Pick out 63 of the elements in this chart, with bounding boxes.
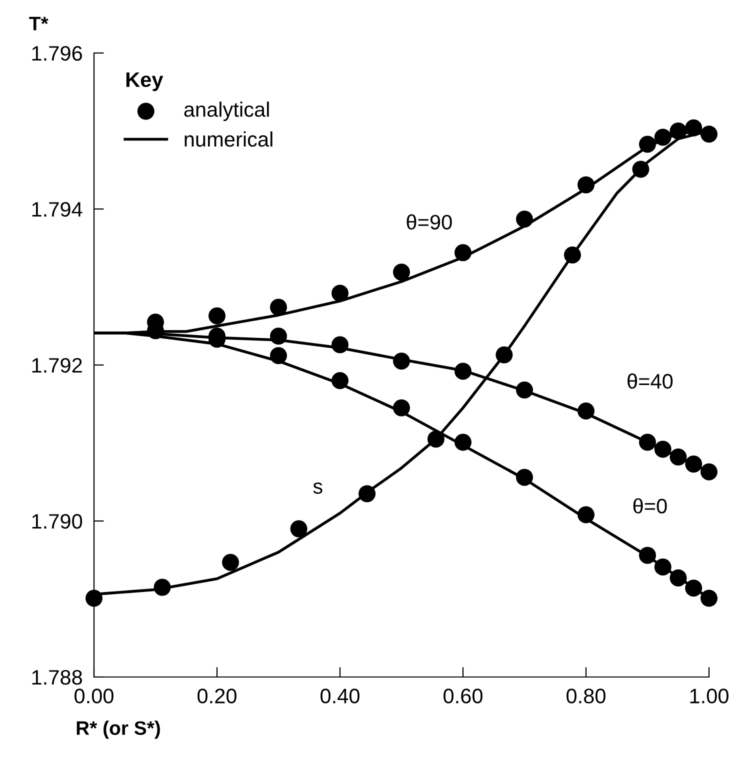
- point: [632, 160, 650, 178]
- point: [208, 307, 226, 324]
- legend-title: Key: [126, 72, 164, 92]
- y-tick-label: 1.792: [32, 358, 82, 373]
- point: [270, 298, 288, 316]
- point: [638, 434, 656, 451]
- y-axis-title: T*: [29, 16, 48, 30]
- point: [331, 372, 349, 390]
- x-tick-label: 1.00: [690, 688, 728, 704]
- x-tick-label: 0.60: [444, 688, 482, 704]
- point: [564, 246, 581, 264]
- legend-label: analytical: [184, 102, 269, 122]
- point: [685, 119, 702, 136]
- point: [577, 506, 595, 524]
- point: [670, 569, 687, 586]
- annotation: θ=90: [406, 214, 452, 230]
- point: [670, 448, 687, 466]
- point: [670, 122, 687, 140]
- point: [222, 554, 240, 571]
- point: [577, 176, 595, 194]
- point: [685, 580, 702, 597]
- point: [392, 399, 410, 416]
- annotation: s: [313, 482, 322, 494]
- point: [358, 485, 376, 502]
- y-tick-label: 1.794: [32, 202, 82, 217]
- point: [154, 578, 171, 596]
- point: [270, 347, 288, 364]
- point: [496, 346, 513, 364]
- point: [700, 590, 718, 607]
- point: [392, 352, 410, 370]
- point: [654, 558, 672, 576]
- point: [516, 468, 534, 486]
- y-tick-label: 1.796: [32, 46, 82, 61]
- point: [427, 430, 444, 448]
- point: [454, 362, 472, 380]
- point: [700, 463, 718, 480]
- point: [638, 546, 656, 564]
- point: [331, 284, 349, 302]
- point: [654, 128, 672, 146]
- point: [392, 264, 410, 281]
- x-tick-label: 0.20: [198, 688, 236, 704]
- point: [638, 136, 656, 153]
- x-axis-title: R* (or S*): [76, 720, 160, 739]
- point: [85, 590, 103, 607]
- point: [685, 456, 702, 473]
- annotation: θ=40: [628, 373, 673, 389]
- point: [654, 440, 672, 458]
- point: [454, 244, 472, 262]
- point: [700, 126, 718, 143]
- x-tick-label: 0.80: [566, 688, 606, 704]
- point: [577, 402, 595, 420]
- point: [331, 336, 349, 354]
- legend-label: numerical: [184, 131, 272, 147]
- y-tick-label: 1.788: [32, 670, 82, 685]
- point: [454, 434, 472, 451]
- x-tick-label: 0.40: [320, 688, 360, 704]
- point: [290, 520, 308, 538]
- annotation: θ=0: [633, 498, 667, 514]
- y-tick-label: 1.790: [32, 514, 82, 529]
- point: [270, 328, 288, 345]
- point: [516, 210, 534, 228]
- point: [516, 381, 534, 398]
- x-tick-label: 0.00: [74, 688, 114, 704]
